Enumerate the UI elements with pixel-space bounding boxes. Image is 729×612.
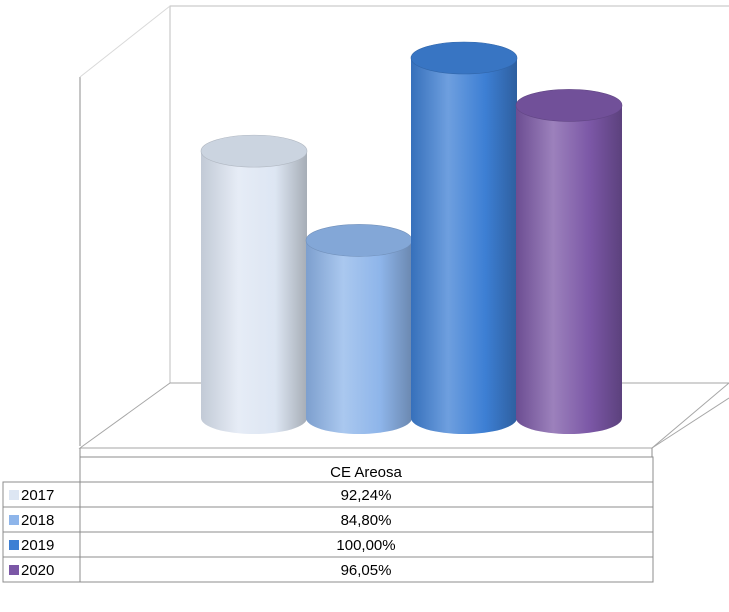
cylinder-top-2020 [515,89,623,122]
cylinder-body-2017 [201,151,307,434]
cylinder-body-2018 [306,240,412,434]
table-header-cell [79,456,654,483]
bar-2018 [305,224,413,434]
legend-label-2018: 2018 [21,512,54,529]
side-wall-top-edge [79,5,171,78]
data-table: CE Areosa 2017 92,24% 2018 84,80% 2019 100,00… [2,448,654,583]
legend-swatch-2020 [9,565,19,575]
floor-back-right [651,397,729,449]
table-row: 2020 96,05% [2,556,654,583]
category-label: CE Areosa [330,464,402,481]
legend-swatch-2017 [9,490,19,500]
legend-label-2019: 2019 [21,537,54,554]
cylinder-body-2020 [516,105,622,435]
data-label-2020: 96,05% [341,562,392,579]
cylinder-body-2019 [411,58,517,434]
bar-2020 [515,89,623,435]
bar-2019 [410,41,518,434]
table-row: 2017 92,24% [2,481,654,508]
cylinder-top-2019 [410,41,518,75]
legend-swatch-2019 [9,540,19,550]
cylinder-top-2018 [305,224,413,257]
table-row: 2019 100,00% [2,531,654,558]
legend-label-2020: 2020 [21,562,54,579]
table-row: 2018 84,80% [2,506,654,533]
legend-swatch-2018 [9,515,19,525]
data-label-2019: 100,00% [336,537,395,554]
bar-2017 [200,134,308,434]
data-label-2018: 84,80% [341,512,392,529]
cylinder-top-2017 [200,134,308,168]
data-label-2017: 92,24% [341,487,392,504]
legend-label-2017: 2017 [21,487,54,504]
